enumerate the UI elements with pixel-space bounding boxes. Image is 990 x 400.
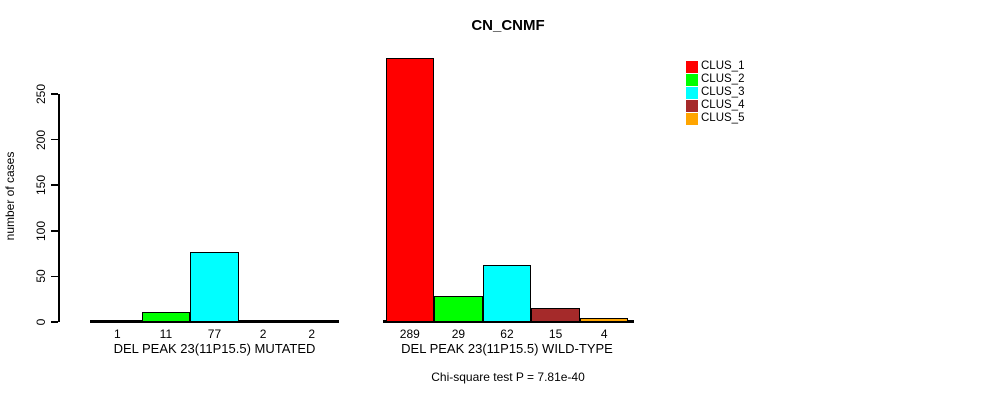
y-axis-tick-label: 100 bbox=[34, 220, 48, 241]
bar-clus_5 bbox=[579, 318, 629, 322]
legend-swatch-clus_4 bbox=[685, 100, 698, 112]
y-axis-tick-label: 50 bbox=[34, 269, 48, 284]
legend-label-clus_1: CLUS_1 bbox=[701, 60, 745, 72]
legend-label-clus_4: CLUS_4 bbox=[701, 99, 745, 111]
y-axis-tick bbox=[51, 93, 58, 95]
bar-clus_4 bbox=[238, 320, 288, 323]
bar-clus_2 bbox=[434, 295, 483, 322]
bar-clus_1 bbox=[93, 321, 142, 324]
bar-value-label: 2 bbox=[308, 327, 316, 341]
chart-title: CN_CNMF bbox=[471, 17, 545, 34]
group-axis-label: DEL PEAK 23(11P15.5) WILD-TYPE bbox=[401, 341, 613, 356]
bar-value-label: 289 bbox=[399, 327, 420, 341]
bar-value-label: 15 bbox=[548, 327, 563, 341]
group-axis-label: DEL PEAK 23(11P15.5) MUTATED bbox=[113, 341, 316, 356]
y-axis-tick-label: 250 bbox=[34, 83, 48, 105]
y-axis-label: number of cases bbox=[3, 151, 17, 241]
y-axis-line bbox=[58, 94, 60, 322]
y-axis-tick bbox=[51, 184, 58, 186]
bar-clus_2 bbox=[141, 311, 191, 322]
bar-clus_5 bbox=[287, 320, 336, 323]
legend-label-clus_5: CLUS_5 bbox=[701, 112, 745, 124]
y-axis-tick bbox=[51, 230, 58, 232]
bar-value-label: 1 bbox=[113, 327, 121, 341]
bar-clus_1 bbox=[385, 58, 435, 322]
legend-label-clus_3: CLUS_3 bbox=[701, 86, 745, 98]
bar-value-label: 29 bbox=[451, 327, 466, 341]
bar-clus_3 bbox=[482, 265, 532, 322]
y-axis-tick bbox=[51, 138, 58, 141]
bar-value-label: 4 bbox=[600, 327, 608, 341]
y-axis-tick bbox=[51, 275, 58, 278]
bar-clus_4 bbox=[531, 308, 580, 322]
bar-value-label: 2 bbox=[259, 327, 267, 341]
legend-swatch-clus_2 bbox=[685, 74, 698, 86]
legend-label-clus_2: CLUS_2 bbox=[701, 73, 745, 85]
bar-value-label: 77 bbox=[207, 327, 222, 341]
bar-value-label: 62 bbox=[500, 327, 514, 341]
y-axis-tick-label: 0 bbox=[34, 318, 48, 326]
legend-swatch-clus_1 bbox=[685, 61, 698, 73]
bar-value-label: 11 bbox=[159, 327, 173, 341]
legend-swatch-clus_5 bbox=[685, 113, 698, 125]
y-axis-tick-label: 200 bbox=[34, 129, 48, 150]
bar-clus_3 bbox=[190, 251, 239, 322]
y-axis-tick-label: 150 bbox=[34, 175, 48, 196]
legend-swatch-clus_3 bbox=[685, 87, 698, 99]
chi-square-note: Chi-square test P = 7.81e-40 bbox=[431, 370, 585, 384]
y-axis-tick bbox=[51, 321, 58, 323]
